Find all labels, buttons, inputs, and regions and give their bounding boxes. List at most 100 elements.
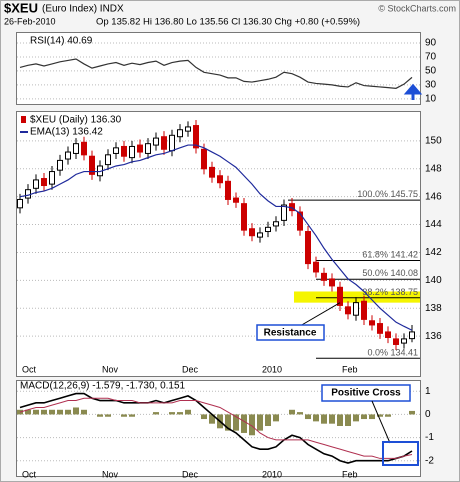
y-tick-label: 148: [425, 163, 442, 174]
candle-body: [201, 148, 207, 170]
x-tick-label: Nov: [102, 364, 119, 374]
histogram-bar: [385, 414, 391, 417]
fib-value: 145.75: [390, 190, 418, 200]
candle-body: [137, 144, 143, 153]
series-line: [19, 397, 413, 459]
histogram-bar: [225, 414, 231, 431]
histogram-bar: [105, 414, 111, 417]
series-line: [19, 392, 413, 464]
histogram-bar: [297, 412, 303, 415]
fib-label: 100.0% 145.75: [357, 190, 418, 200]
y-tick-label: 0: [425, 409, 431, 420]
candle-body: [33, 179, 39, 189]
candle-body: [209, 166, 215, 178]
histogram-bar: [337, 414, 343, 426]
legend-label: $XEU (Daily) 136.30: [30, 115, 122, 126]
symbol-name: (Euro Index) INDX: [42, 4, 124, 15]
cross-box: [382, 441, 419, 466]
histogram-bar: [305, 414, 311, 420]
candle-body: [89, 155, 95, 175]
histogram-bar: [121, 414, 127, 417]
callout-box: [256, 324, 325, 341]
candle-body: [297, 211, 303, 231]
callout-line: [299, 302, 341, 327]
y-tick-label: -1: [425, 432, 434, 443]
candle-body: [217, 175, 223, 184]
y-tick-label: 10: [425, 93, 437, 104]
histogram-bar: [129, 414, 135, 417]
histogram-bar: [361, 414, 367, 420]
candle-body: [185, 126, 191, 132]
candle-body: [177, 129, 183, 138]
histogram-bar: [81, 409, 87, 415]
candle-body: [337, 286, 343, 306]
histogram-bar: [73, 407, 79, 415]
candle-body: [41, 178, 47, 187]
candle-body: [121, 145, 127, 157]
histogram-bar: [153, 412, 159, 415]
histogram-bar: [169, 412, 175, 415]
annotation-label: Positive Cross: [331, 388, 401, 399]
series-line: [19, 58, 413, 89]
candle-body: [241, 203, 247, 231]
candle-body: [81, 141, 87, 156]
candle-body: [225, 180, 231, 200]
fib-label: 0.0% 134.41: [367, 348, 418, 358]
histogram-bar: [97, 414, 103, 417]
y-tick-label: 144: [425, 219, 442, 230]
histogram-bar: [33, 409, 39, 415]
candle-body: [305, 231, 311, 265]
candle-body: [369, 320, 375, 326]
fib-level: 61.8%: [362, 250, 388, 260]
candle-body: [65, 151, 71, 160]
fib-level: 50.0%: [362, 269, 388, 279]
fib-label: 61.8% 141.42: [362, 250, 418, 260]
histogram-bar: [177, 412, 183, 415]
candle-body: [233, 197, 239, 203]
histogram-bar: [41, 409, 47, 415]
candle-body: [153, 137, 159, 146]
legend-label: EMA(13) 136.42: [30, 127, 103, 138]
annotation-line: [371, 400, 391, 444]
date: 26-Feb-2010: [4, 16, 56, 26]
candle-body: [401, 338, 407, 344]
histogram-bar: [241, 414, 247, 433]
candle-body: [169, 134, 175, 152]
histogram-bar: [25, 409, 31, 415]
y-tick-label: 30: [425, 79, 437, 90]
histogram-bar: [49, 409, 55, 415]
candle-body: [393, 338, 399, 345]
candle-body: [105, 154, 111, 166]
histogram-bar: [313, 414, 319, 422]
histogram-bar: [65, 409, 71, 415]
candle-body: [129, 145, 135, 159]
legend-swatch: [21, 116, 26, 123]
x-tick-label: 2010: [262, 469, 282, 479]
candle-body: [17, 198, 23, 209]
y-tick-label: 50: [425, 66, 437, 77]
histogram-bar: [345, 414, 351, 426]
histogram-bar: [409, 410, 415, 415]
fib-value: 141.42: [390, 250, 418, 260]
y-tick-label: 1: [425, 386, 431, 397]
histogram-bar: [329, 414, 335, 424]
y-tick-label: 138: [425, 303, 442, 314]
histogram-bar: [57, 409, 63, 415]
candle-body: [385, 331, 391, 339]
histogram-bar: [257, 414, 263, 431]
histogram-bar: [209, 414, 215, 424]
fib-level: 100.0%: [357, 190, 388, 200]
resistance-zone: [294, 291, 420, 303]
candle-body: [193, 125, 199, 149]
annotation-box: [321, 384, 411, 402]
candle-body: [353, 302, 359, 316]
fib-label: 38.2% 138.75: [362, 287, 418, 297]
fib-level: 38.2%: [362, 287, 388, 297]
fib-label: 50.0% 140.08: [362, 269, 418, 279]
candle-body: [313, 261, 319, 273]
candle-body: [329, 278, 335, 287]
panel-label: MACD(12,26,9) -1.579, -1.730, 0.151: [20, 381, 186, 392]
rsi-arrow: [403, 83, 423, 100]
